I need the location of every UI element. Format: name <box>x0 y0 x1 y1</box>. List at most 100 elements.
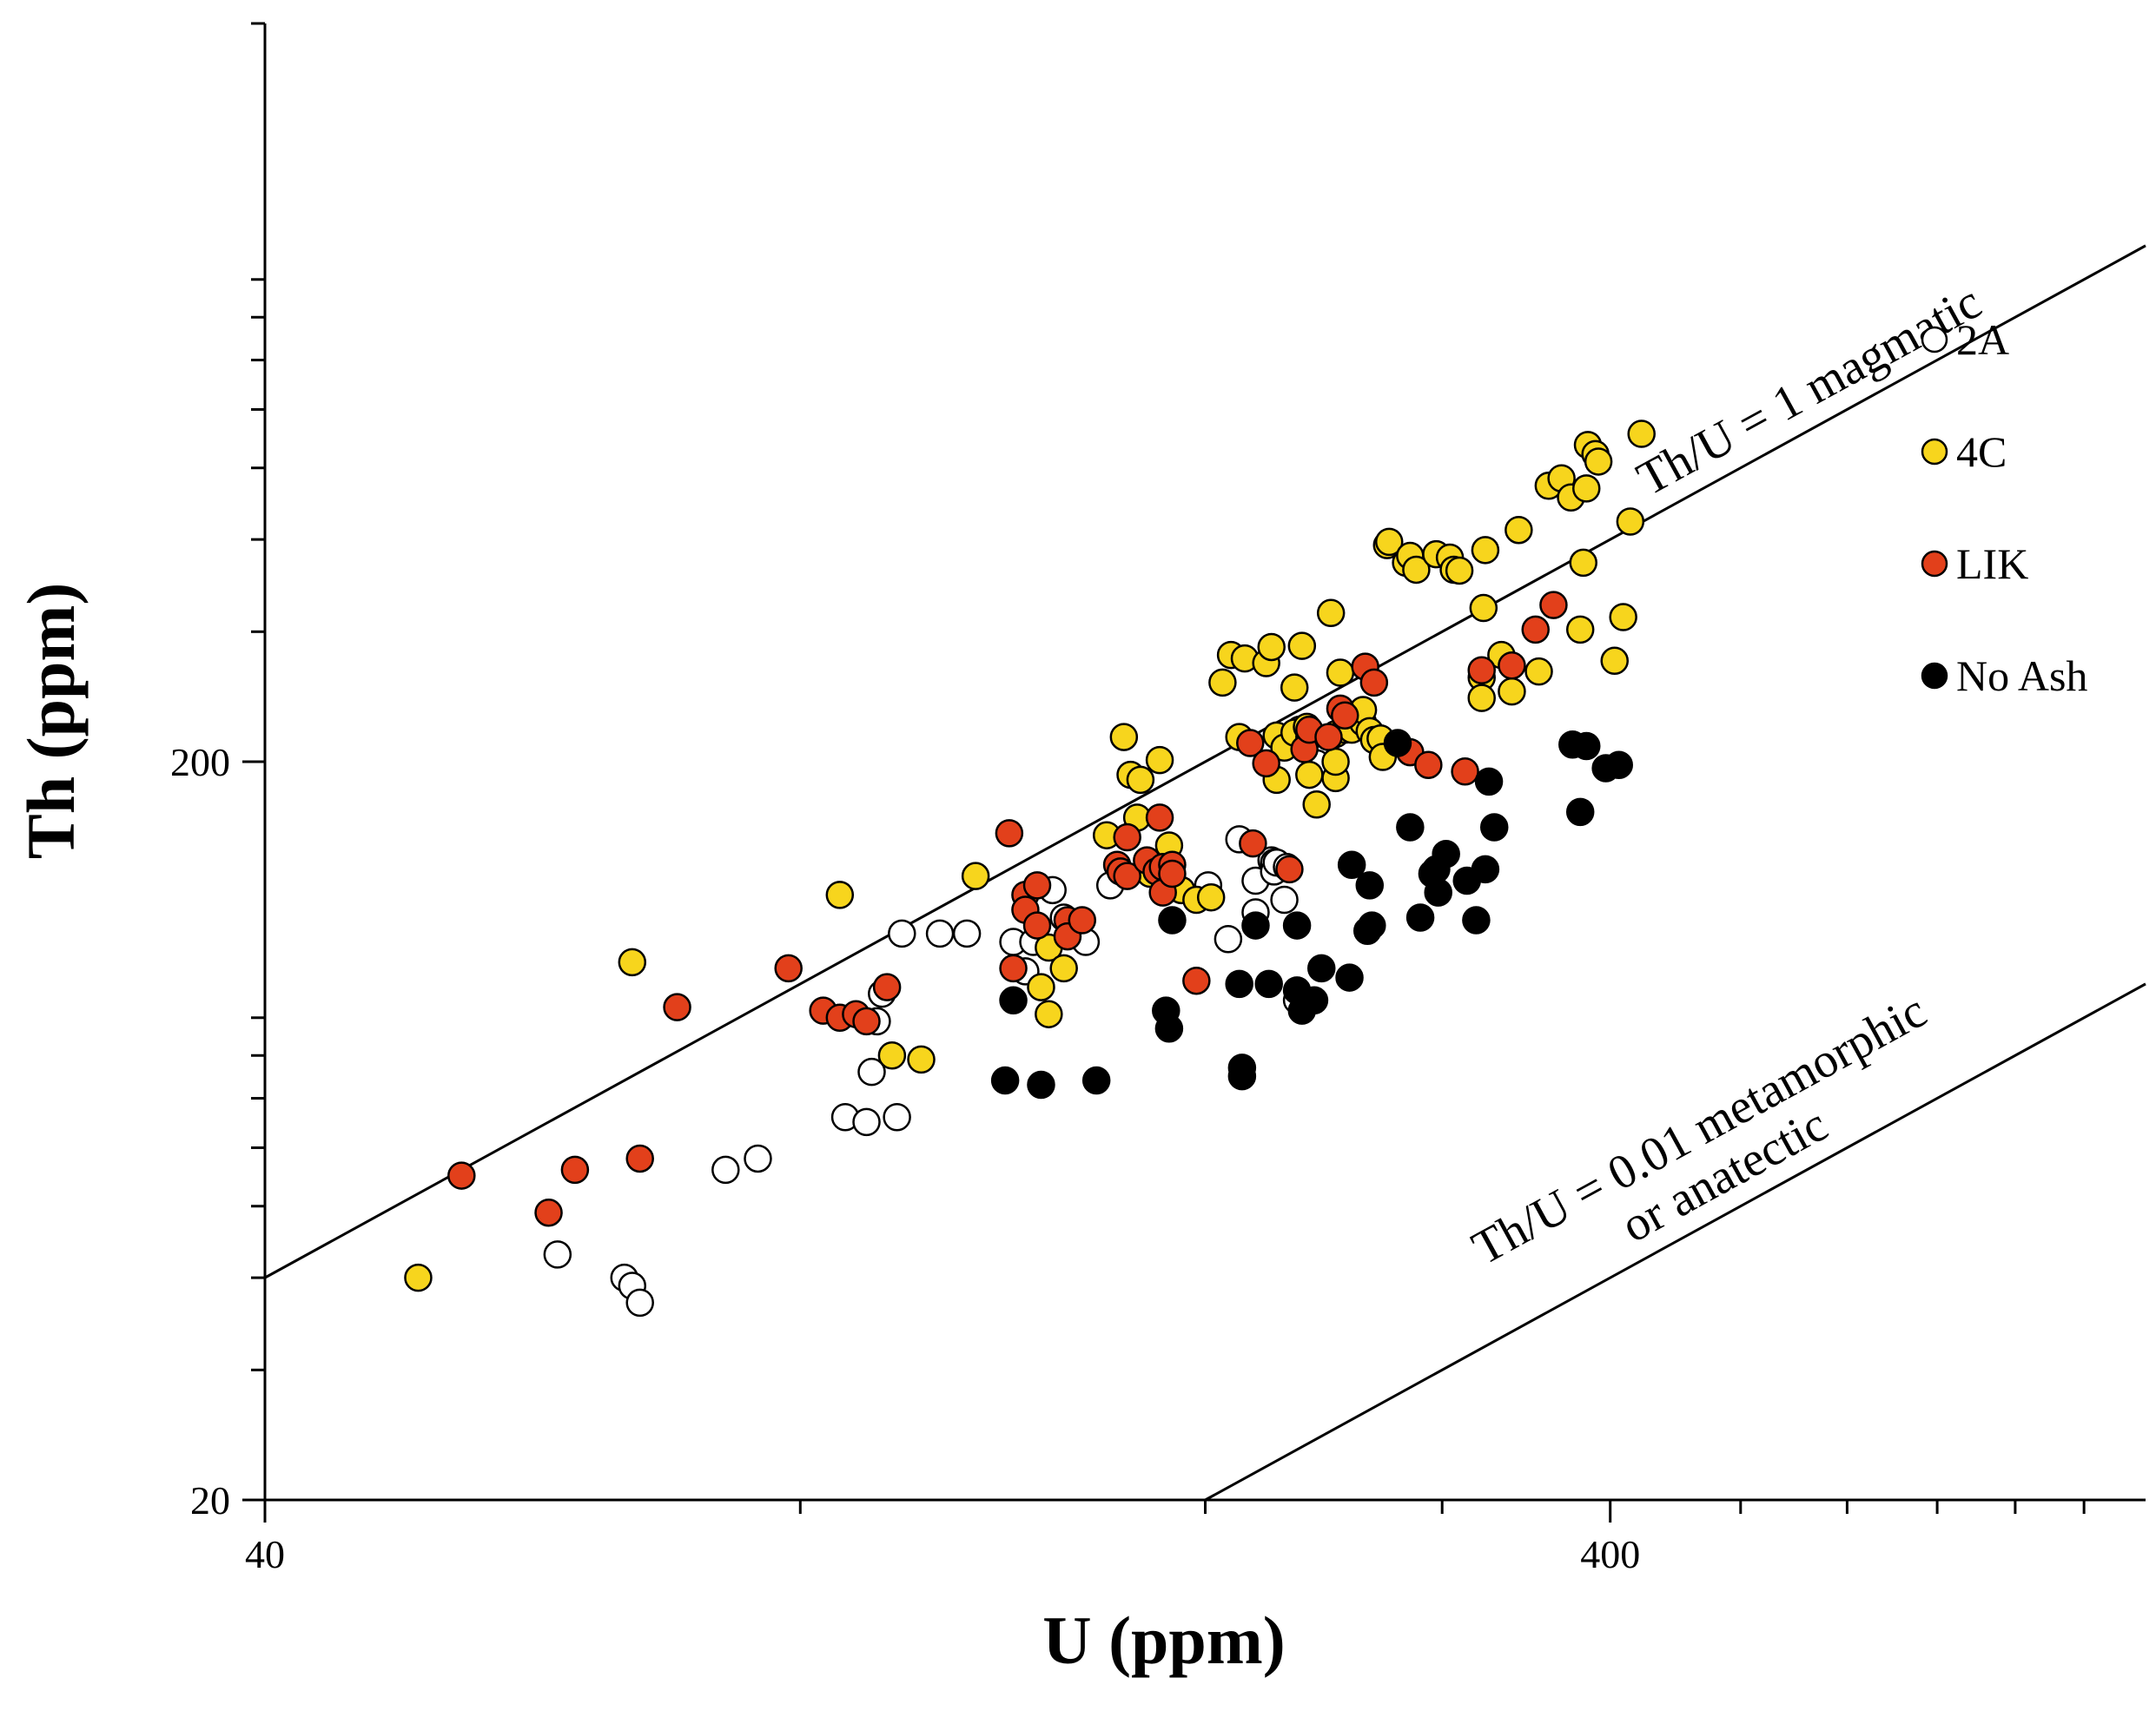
point-2a <box>625 1288 654 1318</box>
point-lik <box>1498 651 1526 680</box>
point-2a <box>711 1155 740 1185</box>
point-4c <box>1498 677 1526 706</box>
point-no-ash <box>1335 963 1364 992</box>
point-lik <box>1239 829 1267 858</box>
y-ticks <box>242 22 265 1502</box>
point-lik <box>663 993 691 1021</box>
point-no-ash <box>1405 903 1435 932</box>
legend-item-no-ash: No Ash <box>1921 651 2087 700</box>
legend-item-2a: 2A <box>1921 315 2009 364</box>
legend-marker <box>1921 438 1948 466</box>
point-lik <box>1022 871 1052 900</box>
point-no-ash <box>1565 797 1595 827</box>
point-4c <box>1572 474 1601 503</box>
point-4c <box>1471 536 1500 565</box>
point-4c <box>877 1040 907 1070</box>
legend-label: 4C <box>1956 427 2007 476</box>
data-points <box>404 419 1656 1318</box>
point-lik <box>1414 750 1443 779</box>
legend-marker <box>1921 662 1948 690</box>
point-4c <box>1321 747 1350 776</box>
point-lik <box>872 973 902 1001</box>
legend-item-4c: 4C <box>1921 427 2007 476</box>
series-no-ash <box>990 729 1633 1100</box>
y-tick-label: 20 <box>190 1478 230 1523</box>
point-4c <box>907 1045 936 1074</box>
point-4c <box>1469 593 1498 623</box>
x-ticks <box>263 1500 2086 1523</box>
point-no-ash <box>999 986 1028 1015</box>
point-lik <box>999 954 1028 983</box>
point-no-ash <box>1383 729 1412 757</box>
point-4c <box>1280 673 1309 702</box>
point-lik <box>560 1155 590 1185</box>
point-lik <box>447 1161 476 1190</box>
point-4c <box>1145 745 1174 775</box>
point-4c <box>404 1263 433 1292</box>
legend-label: No Ash <box>1956 651 2087 700</box>
point-no-ash <box>1337 850 1366 879</box>
point-no-ash <box>1225 969 1253 999</box>
point-lik <box>1331 701 1359 730</box>
series-2a <box>543 715 1331 1318</box>
point-2a <box>1214 925 1243 954</box>
legend-marker <box>1921 326 1948 353</box>
point-2a <box>883 1103 911 1132</box>
point-no-ash <box>1241 911 1270 940</box>
point-no-ash <box>1474 767 1504 796</box>
point-lik <box>1158 859 1187 889</box>
point-4c <box>1524 657 1553 686</box>
point-4c <box>1196 882 1226 912</box>
point-4c <box>1445 556 1474 585</box>
point-2a <box>952 919 982 948</box>
point-no-ash <box>1396 813 1425 842</box>
point-4c <box>1326 658 1355 687</box>
point-lik <box>1182 966 1211 995</box>
point-lik <box>1068 906 1097 935</box>
point-4c <box>1316 598 1346 628</box>
point-4c <box>1109 723 1139 751</box>
point-no-ash <box>1282 911 1312 940</box>
point-lik <box>1252 749 1280 778</box>
point-no-ash <box>1572 731 1601 761</box>
point-lik <box>1236 729 1265 757</box>
reference-label-magmatic: Th/U = 1 magmatic <box>1629 275 1990 506</box>
legend: 2A 4C LIK No Ash <box>1921 315 2087 700</box>
point-2a <box>925 919 955 948</box>
legend-marker <box>1921 550 1948 578</box>
point-4c <box>1208 668 1237 697</box>
reference-label-line: Th/U = 0.01 metamorphic <box>1464 984 1935 1276</box>
point-lik <box>774 954 803 983</box>
point-2a <box>888 919 916 948</box>
point-4c <box>1035 1000 1063 1028</box>
x-tick-label: 40 <box>245 1532 285 1576</box>
point-4c <box>1027 973 1055 1001</box>
point-lik <box>995 819 1024 848</box>
point-4c <box>1600 646 1629 676</box>
point-no-ash <box>1227 1054 1257 1082</box>
point-no-ash <box>1300 986 1329 1015</box>
point-no-ash <box>1027 1070 1055 1100</box>
point-lik <box>1022 911 1052 940</box>
x-tick-labels: 40 400 <box>245 1532 1640 1576</box>
point-4c <box>1569 548 1597 578</box>
point-4c <box>1609 603 1637 631</box>
point-no-ash <box>1081 1066 1111 1095</box>
point-no-ash <box>1306 954 1336 983</box>
point-4c <box>1627 419 1656 448</box>
point-lik <box>1467 656 1496 684</box>
legend-label: LIK <box>1956 539 2028 588</box>
point-2a <box>1270 885 1299 915</box>
point-4c <box>1049 954 1078 983</box>
point-4c <box>1295 760 1324 789</box>
y-axis-title: Th (ppm) <box>13 583 89 860</box>
point-lik <box>534 1198 563 1227</box>
point-no-ash <box>1154 1014 1184 1043</box>
y-tick-label: 200 <box>170 740 230 784</box>
point-4c <box>1616 507 1645 536</box>
point-no-ash <box>1254 969 1283 999</box>
point-2a <box>852 1107 881 1137</box>
point-no-ash <box>1471 855 1500 884</box>
point-no-ash <box>990 1066 1020 1095</box>
